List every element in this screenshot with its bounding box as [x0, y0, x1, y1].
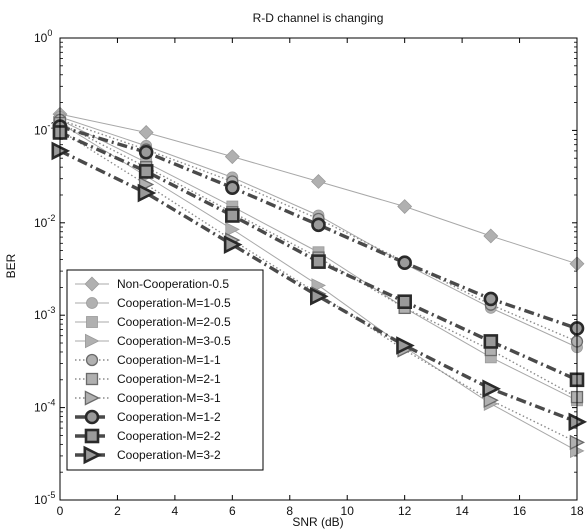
series-point	[396, 336, 415, 355]
x-tick-label: 12	[398, 504, 412, 518]
legend-label: Cooperation-M=2-2	[117, 429, 221, 443]
x-tick-label: 2	[114, 504, 121, 518]
legend-item: Cooperation-M=3-1	[75, 390, 221, 406]
x-tick-label: 14	[455, 504, 469, 518]
legend-item: Cooperation-M=1-0.5	[75, 296, 231, 310]
y-axis-label: BER	[4, 253, 18, 278]
series-point	[397, 255, 412, 270]
series-point	[483, 334, 499, 349]
series-point	[137, 183, 157, 203]
series-point	[223, 235, 243, 254]
series-point	[311, 254, 326, 269]
y-tick-base: 10	[34, 216, 48, 230]
legend-item: Non-Cooperation-0.5	[75, 276, 229, 292]
x-tick-label: 8	[286, 504, 293, 518]
legend-marker	[86, 297, 98, 309]
legend-label: Cooperation-M=3-1	[117, 391, 221, 405]
y-tick-exponent: -2	[47, 213, 55, 223]
x-tick-label: 0	[57, 504, 64, 518]
legend-label: Cooperation-M=1-0.5	[117, 296, 231, 310]
y-tick-label: 10-3	[34, 305, 55, 322]
legend-item: Cooperation-M=1-1	[75, 353, 221, 367]
legend-marker	[84, 276, 100, 292]
plot-frame	[59, 37, 578, 501]
series-point	[138, 164, 154, 179]
legend-item: Cooperation-M=1-2	[75, 409, 221, 425]
legend-item: Cooperation-M=3-2	[75, 445, 221, 465]
legend-item: Cooperation-M=2-2	[75, 428, 221, 444]
legend-item: Cooperation-M=3-0.5	[75, 333, 231, 349]
series-1	[52, 106, 585, 272]
legend-marker	[85, 353, 99, 367]
legend-label: Non-Cooperation-0.5	[117, 277, 229, 291]
y-tick-label: 10-1	[34, 120, 55, 137]
series-point	[225, 222, 240, 237]
series-point	[138, 144, 154, 160]
y-tick-label: 10-5	[34, 490, 55, 507]
series-point	[397, 294, 412, 309]
legend-marker	[86, 316, 98, 328]
legend-label: Cooperation-M=1-2	[117, 410, 221, 424]
series-point	[483, 228, 499, 244]
legend-label: Cooperation-M=1-1	[117, 353, 221, 367]
series-point	[483, 392, 499, 408]
y-tick-exponent: -1	[47, 120, 55, 130]
series-point	[309, 287, 329, 306]
x-tick-label: 16	[513, 504, 527, 518]
series-point	[483, 291, 499, 307]
x-tick-label: 4	[172, 504, 179, 518]
y-tick-base: 10	[34, 401, 48, 415]
legend-label: Cooperation-M=2-1	[117, 372, 221, 386]
legend-item: Cooperation-M=2-0.5	[75, 315, 231, 329]
y-tick-exponent: -4	[47, 398, 55, 408]
series-point	[311, 174, 326, 189]
series-point	[397, 199, 413, 214]
series-point	[482, 379, 501, 399]
y-tick-base: 10	[34, 31, 48, 45]
legend: Non-Cooperation-0.5 Cooperation-M=1-0.5 Co…	[66, 269, 264, 471]
legend-label: Cooperation-M=2-0.5	[117, 315, 231, 329]
legend-label: Cooperation-M=3-2	[117, 448, 221, 462]
y-tick-base: 10	[34, 123, 48, 137]
series-point	[225, 180, 240, 195]
legend-marker	[85, 333, 100, 349]
legend-item: Cooperation-M=2-1	[75, 372, 221, 386]
chart-title: R-D channel is changing	[253, 11, 384, 25]
y-tick-exponent: -5	[47, 490, 55, 500]
y-tick-base: 10	[34, 308, 48, 322]
legend-marker	[85, 372, 99, 386]
legend-marker	[84, 409, 100, 425]
series-point	[138, 125, 154, 140]
series-9	[52, 125, 585, 388]
y-tick-exponent: 0	[47, 28, 52, 38]
y-tick-base: 10	[34, 493, 48, 507]
x-tick-label: 18	[570, 504, 584, 518]
legend-marker	[84, 428, 100, 444]
legend-marker	[83, 445, 103, 465]
legend-marker	[84, 390, 101, 406]
legend-label: Cooperation-M=3-0.5	[117, 334, 231, 348]
x-tick-label: 10	[341, 504, 355, 518]
y-tick-exponent: -3	[47, 305, 55, 315]
series-layer	[51, 106, 588, 459]
series-point	[311, 217, 326, 233]
series-point	[225, 208, 240, 223]
x-tick-label: 6	[229, 504, 236, 518]
y-tick-label: 10-2	[34, 213, 55, 230]
x-axis-label: SNR (dB)	[292, 515, 343, 529]
series-point	[224, 149, 240, 165]
y-tick-label: 10-4	[34, 398, 55, 415]
y-tick-label: 100	[34, 28, 52, 45]
